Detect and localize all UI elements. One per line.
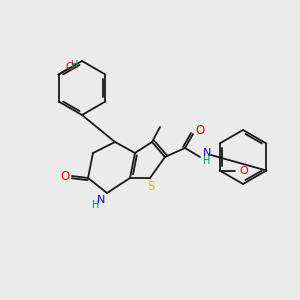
Text: N: N: [203, 148, 211, 158]
Text: O: O: [65, 61, 74, 71]
Text: O: O: [60, 169, 70, 182]
Text: O: O: [239, 166, 248, 176]
Text: O: O: [195, 124, 205, 137]
Text: S: S: [147, 179, 155, 193]
Text: H: H: [92, 200, 100, 210]
Text: H: H: [71, 61, 78, 70]
Text: H: H: [203, 156, 211, 166]
Text: N: N: [97, 195, 105, 205]
